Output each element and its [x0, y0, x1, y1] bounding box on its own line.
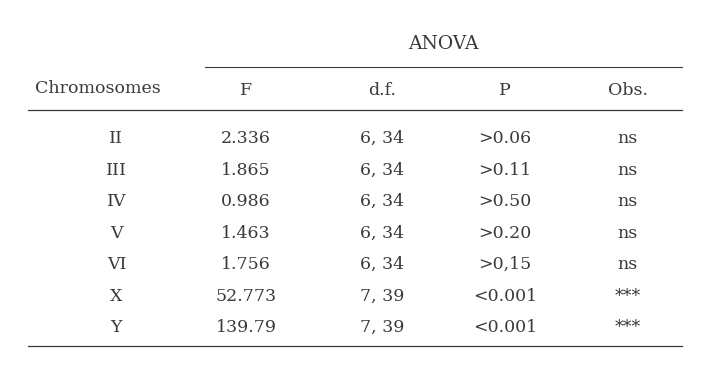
Text: >0.50: >0.50 [479, 193, 532, 210]
Text: ns: ns [618, 193, 638, 210]
Text: III: III [106, 162, 127, 179]
Text: 6, 34: 6, 34 [360, 162, 404, 179]
Text: <0.001: <0.001 [473, 319, 537, 336]
Text: F: F [240, 82, 252, 99]
Text: X: X [110, 288, 123, 305]
Text: 6, 34: 6, 34 [360, 225, 404, 242]
Text: ns: ns [618, 162, 638, 179]
Text: 6, 34: 6, 34 [360, 193, 404, 210]
Text: >0.11: >0.11 [479, 162, 532, 179]
Text: Y: Y [111, 319, 122, 336]
Text: >0,15: >0,15 [479, 256, 532, 273]
Text: Obs.: Obs. [608, 82, 648, 99]
Text: V: V [110, 225, 123, 242]
Text: IV: IV [106, 193, 126, 210]
Text: ANOVA: ANOVA [408, 35, 479, 53]
Text: ns: ns [618, 130, 638, 147]
Text: 1.463: 1.463 [221, 225, 271, 242]
Text: ***: *** [615, 288, 640, 305]
Text: 0.986: 0.986 [221, 193, 271, 210]
Text: >0.20: >0.20 [479, 225, 532, 242]
Text: 1.756: 1.756 [221, 256, 271, 273]
Text: ***: *** [615, 319, 640, 336]
Text: 1.865: 1.865 [221, 162, 271, 179]
Text: >0.06: >0.06 [479, 130, 532, 147]
Text: 7, 39: 7, 39 [360, 288, 405, 305]
Text: d.f.: d.f. [368, 82, 396, 99]
Text: Chromosomes: Chromosomes [35, 80, 160, 97]
Text: II: II [109, 130, 124, 147]
Text: 6, 34: 6, 34 [360, 130, 404, 147]
Text: <0.001: <0.001 [473, 288, 537, 305]
Text: VI: VI [106, 256, 126, 273]
Text: P: P [499, 82, 510, 99]
Text: 7, 39: 7, 39 [360, 319, 405, 336]
Text: ns: ns [618, 225, 638, 242]
Text: 2.336: 2.336 [221, 130, 271, 147]
Text: 139.79: 139.79 [215, 319, 276, 336]
Text: 6, 34: 6, 34 [360, 256, 404, 273]
Text: 52.773: 52.773 [215, 288, 276, 305]
Text: ns: ns [618, 256, 638, 273]
